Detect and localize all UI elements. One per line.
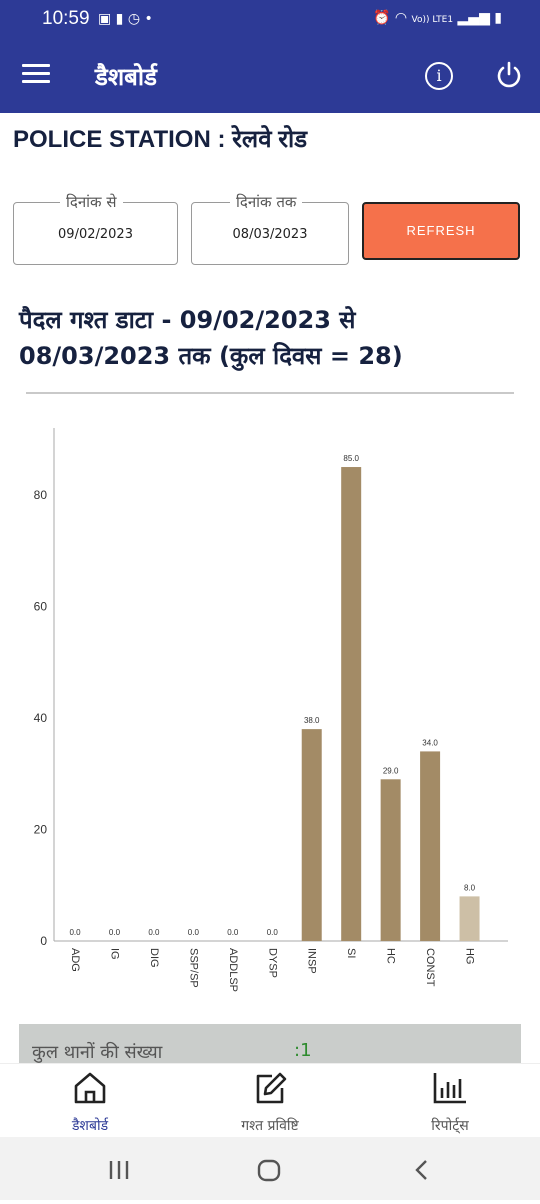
nav-dashboard-label: डैशबोर्ड [71,1118,109,1134]
x-tick-label: HG [464,948,476,965]
nav-reports-label: रिपोर्ट्स [431,1118,469,1134]
bar-insp [301,729,322,941]
bar-value-label: 38.0 [304,716,320,725]
to-date-label: दिनांक तक [230,192,303,212]
nav-dashboard[interactable]: डैशबोर्ड [0,1070,180,1135]
x-tick-label: CONST [424,948,436,987]
station-count-summary: कुल थानों की संख्या :1 [19,1024,521,1064]
x-tick-label: SI [345,948,357,958]
to-date-value: 08/03/2023 [232,227,308,242]
from-date-field[interactable]: दिनांक से 09/02/2023 [13,192,178,265]
info-icon[interactable]: i [425,62,453,90]
bar-value-label: 0.0 [188,928,200,937]
station-count-value: :1 [294,1040,312,1061]
status-system-icons: ⏰ ◠ Vo)) LTE1 ▂▄▆ ▮ [372,10,502,26]
bar-value-label: 0.0 [109,928,121,937]
back-button[interactable] [415,1160,427,1180]
x-tick-label: HC [385,948,397,964]
page-title: डैशबोर्ड [95,63,157,91]
from-date-value: 09/02/2023 [58,227,133,242]
x-tick-label: DIG [148,948,160,968]
nav-patrol-entry-label: गश्त प्रविष्टि [241,1118,299,1134]
menu-icon[interactable] [22,64,50,86]
station-count-label: कुल थानों की संख्या [32,1042,163,1063]
police-station-title: POLICE STATION : रेलवे रोड [13,126,308,153]
bar-si [341,467,362,941]
edit-icon [256,1072,287,1104]
bar-hg [459,896,480,941]
y-tick-label: 20 [34,822,48,836]
y-tick-label: 60 [34,599,48,613]
refresh-button[interactable]: REFRESH [362,202,520,260]
nav-patrol-entry[interactable]: गश्त प्रविष्टि [180,1070,360,1135]
power-icon[interactable] [494,60,524,90]
x-tick-label: ADG [69,948,81,972]
to-date-field[interactable]: दिनांक तक 08/03/2023 [191,192,349,265]
x-tick-label: DYSP [266,948,278,978]
x-tick-label: INSP [306,948,318,974]
bar-hc [380,779,401,941]
bar-value-label: 0.0 [148,928,160,937]
bottom-navigation: डैशबोर्ड गश्त प्रविष्टि रिपोर्ट्स [0,1063,540,1137]
network-type: Vo)) LTE1 [411,15,454,25]
system-navigation-bar [0,1137,540,1200]
bar-const [420,751,441,941]
y-tick-label: 0 [40,934,47,948]
y-tick-label: 40 [34,711,48,725]
bar-value-label: 85.0 [343,454,359,463]
app-bar: डैशबोर्ड i [0,38,540,113]
y-tick-label: 80 [34,488,48,502]
bar-value-label: 0.0 [227,928,239,937]
x-tick-label: SSP/SP [187,948,199,988]
home-button[interactable] [257,1159,281,1182]
bar-value-label: 0.0 [267,928,279,937]
bar-value-label: 29.0 [383,766,399,775]
patrol-data-heading: पैदल गश्त डाटा - 09/02/2023 से 08/03/202… [19,306,403,370]
bar-value-label: 34.0 [422,738,438,747]
nav-reports[interactable]: रिपोर्ट्स [360,1070,540,1135]
status-time: 10:59 [42,8,90,29]
status-bar: 10:59 ▣ ▮ ◷ • ⏰ ◠ Vo)) LTE1 ▂▄▆ ▮ [0,0,540,38]
recent-apps-button[interactable] [109,1161,129,1179]
bar-chart-icon [433,1073,466,1104]
status-notification-icons: ▣ ▮ ◷ • [98,11,153,27]
patrol-bar-chart: 0 20 40 60 80 0.0 ADG 0.0 IG 0.0 DIG 0.0 SSP/SP 0.0 AD… [34,428,508,992]
from-date-label: दिनांक से [60,192,123,212]
x-tick-label: ADDLSP [227,948,239,992]
x-tick-label: IG [108,948,120,960]
home-icon [74,1072,106,1104]
divider [26,392,514,394]
bar-value-label: 0.0 [69,928,81,937]
bar-value-label: 8.0 [464,883,476,892]
